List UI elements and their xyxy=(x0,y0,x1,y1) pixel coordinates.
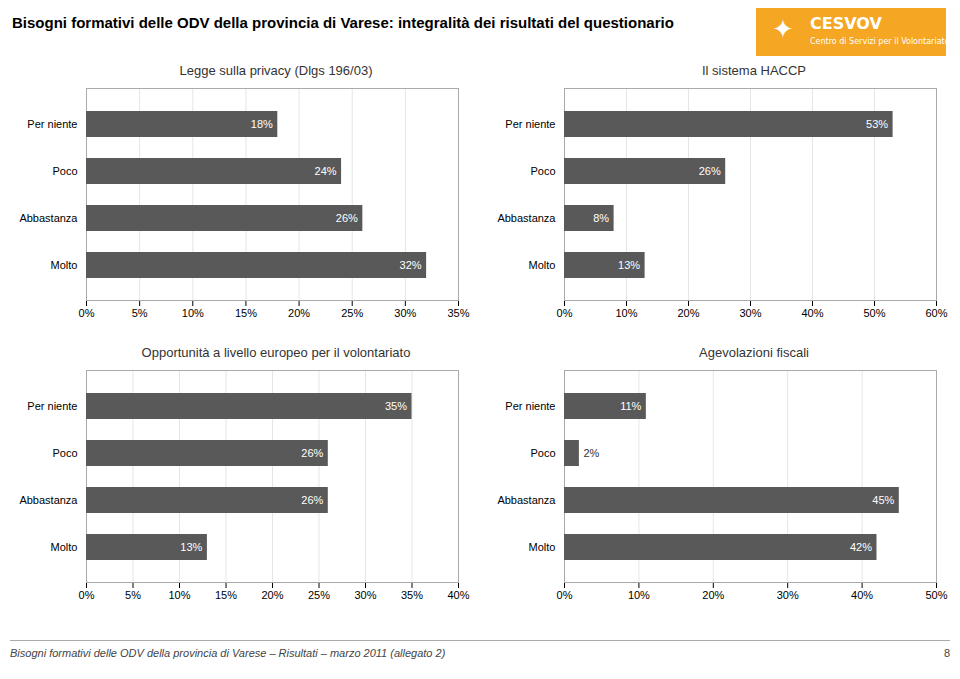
html-text:Il sistema HACCP: Il sistema HACCP xyxy=(702,63,806,78)
svg-text:50%: 50% xyxy=(925,589,947,601)
svg-text:15%: 15% xyxy=(235,307,257,319)
svg-text:11%: 11% xyxy=(620,400,641,412)
svg-text:10%: 10% xyxy=(182,307,204,319)
svg-text:35%: 35% xyxy=(447,307,469,319)
svg-text:Poco: Poco xyxy=(52,165,77,177)
svg-text:Abbastanza: Abbastanza xyxy=(19,494,78,506)
svg-text:35%: 35% xyxy=(385,400,407,412)
svg-text:50%: 50% xyxy=(863,307,885,319)
svg-text:45%: 45% xyxy=(872,494,894,506)
svg-text:0%: 0% xyxy=(79,307,95,319)
svg-text:24%: 24% xyxy=(315,165,337,177)
svg-text:26%: 26% xyxy=(699,165,721,177)
html-text:Bisogni formativi delle ODV de: Bisogni formativi delle ODV della provin… xyxy=(10,647,446,659)
svg-text:0%: 0% xyxy=(557,307,573,319)
svg-text:30%: 30% xyxy=(354,589,376,601)
svg-text:20%: 20% xyxy=(261,589,283,601)
html-text:Legge sulla privacy (Dlgs 196/: Legge sulla privacy (Dlgs 196/03) xyxy=(179,63,373,78)
svg-text:40%: 40% xyxy=(447,589,469,601)
svg-text:5%: 5% xyxy=(132,307,148,319)
html-text:Bisogni formativi delle ODV de: Bisogni formativi delle ODV della provin… xyxy=(12,14,674,31)
html-text:8: 8 xyxy=(943,647,950,659)
svg-text:60%: 60% xyxy=(925,307,947,319)
svg-text:20%: 20% xyxy=(702,589,724,601)
svg-text:26%: 26% xyxy=(301,494,323,506)
svg-text:32%: 32% xyxy=(400,259,422,271)
svg-text:10%: 10% xyxy=(628,589,650,601)
svg-text:13%: 13% xyxy=(618,259,640,271)
svg-text:Per niente: Per niente xyxy=(27,118,77,130)
svg-text:Per niente: Per niente xyxy=(505,400,555,412)
svg-text:Poco: Poco xyxy=(52,447,77,459)
svg-text:Molto: Molto xyxy=(51,541,78,553)
svg-text:Per niente: Per niente xyxy=(505,118,555,130)
svg-text:42%: 42% xyxy=(850,541,872,553)
svg-text:13%: 13% xyxy=(180,541,202,553)
svg-text:35%: 35% xyxy=(401,589,423,601)
svg-text:Molto: Molto xyxy=(529,541,556,553)
svg-text:Molto: Molto xyxy=(529,259,556,271)
svg-text:18%: 18% xyxy=(251,118,273,130)
svg-text:2%: 2% xyxy=(583,447,599,459)
svg-text:Abbastanza: Abbastanza xyxy=(497,212,556,224)
html-text:Centro di Servizi per il Volon: Centro di Servizi per il Volontariato xyxy=(810,37,950,46)
svg-text:40%: 40% xyxy=(801,307,823,319)
svg-text:0%: 0% xyxy=(79,589,95,601)
svg-text:30%: 30% xyxy=(394,307,416,319)
svg-text:Abbastanza: Abbastanza xyxy=(497,494,556,506)
svg-text:53%: 53% xyxy=(866,118,888,130)
svg-text:25%: 25% xyxy=(308,589,330,601)
svg-text:26%: 26% xyxy=(336,212,358,224)
svg-text:10%: 10% xyxy=(168,589,190,601)
html-text:Opportunità a livello europeo: Opportunità a livello europeo per il vol… xyxy=(141,345,411,360)
svg-text:26%: 26% xyxy=(301,447,323,459)
svg-text:20%: 20% xyxy=(677,307,699,319)
svg-text:Abbastanza: Abbastanza xyxy=(19,212,78,224)
svg-text:Per niente: Per niente xyxy=(27,400,77,412)
svg-text:Poco: Poco xyxy=(530,165,555,177)
svg-text:20%: 20% xyxy=(288,307,310,319)
svg-text:0%: 0% xyxy=(557,589,573,601)
html-text:Agevolazioni fiscali: Agevolazioni fiscali xyxy=(699,345,809,360)
svg-text:40%: 40% xyxy=(851,589,873,601)
svg-text:5%: 5% xyxy=(125,589,141,601)
svg-text:15%: 15% xyxy=(215,589,237,601)
svg-text:30%: 30% xyxy=(777,589,799,601)
svg-text:30%: 30% xyxy=(739,307,761,319)
svg-text:8%: 8% xyxy=(593,212,609,224)
svg-text:10%: 10% xyxy=(615,307,637,319)
html-text:CESVOV: CESVOV xyxy=(810,14,882,33)
svg-text:25%: 25% xyxy=(341,307,363,319)
svg-text:Poco: Poco xyxy=(530,447,555,459)
svg-text:Molto: Molto xyxy=(51,259,78,271)
